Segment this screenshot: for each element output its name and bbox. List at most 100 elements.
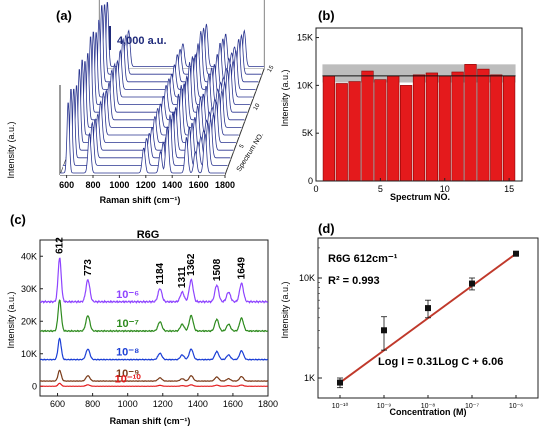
panel-b-xtick-5: 5 — [378, 184, 383, 194]
panel-c-axes: 600 800 1000 1200 1400 1600 1800 0 10K 20K 30K 40K — [21, 239, 278, 409]
panel-a-spectrum-fill-8 — [79, 53, 245, 122]
panel-b-ytick-0: 0 — [308, 176, 313, 186]
panel-c-ytick-40K: 40K — [21, 251, 37, 261]
panel-d-annotation-2: R² = 0.993 — [328, 275, 380, 287]
panel-b-xtick-10: 10 — [440, 184, 450, 194]
panel-a-spectrum-1 — [60, 102, 225, 174]
panel-b-bars — [322, 64, 516, 182]
panel-d-point-4 — [513, 250, 519, 257]
panel-a-ylabel: Intensity (a.u.) — [6, 121, 16, 178]
panel-b-bar-13 — [477, 68, 490, 182]
panel-a-ztick-10: 10 — [253, 102, 262, 111]
panel-c-series-label-4: 10⁻¹⁰ — [115, 373, 142, 385]
panel-d-point-1 — [381, 327, 387, 334]
panel-b-bar-7 — [400, 85, 413, 182]
panel-b-bar-11 — [451, 71, 464, 182]
panel-a-spectrum-fill-15 — [99, 2, 265, 69]
panel-c: (c) 600 800 1000 1200 1400 1600 1800 0 10K 20K 30K… — [6, 212, 278, 426]
panel-d-xtick-4: 10⁻⁶ — [509, 403, 523, 410]
panel-c-xlabel: Raman shift (cm⁻¹) — [110, 416, 191, 426]
panel-c-xtick-600: 600 — [50, 399, 65, 409]
panel-a-spectrum-fill-1 — [60, 103, 225, 175]
panel-d-xlabel: Concentration (M) — [390, 407, 467, 417]
scale-bar-label: 4,000 a.u. — [117, 35, 167, 47]
panel-d-point-2 — [425, 305, 431, 312]
panel-d-ytick-10K: 10K — [299, 273, 315, 283]
panel-c-peak-label-773: 773 — [83, 259, 94, 276]
panel-c-ytick-0: 0 — [32, 381, 37, 391]
panel-b-bar-4 — [361, 70, 374, 182]
panel-d-ytick-1K: 1K — [304, 373, 315, 383]
panel-c-xtick-800: 800 — [85, 399, 100, 409]
panel-c-spectrum-3 — [39, 369, 268, 382]
panel-b-bar-9 — [425, 72, 438, 182]
panel-c-series-label-0: 10⁻⁶ — [116, 289, 139, 301]
panel-b-ytick-5K: 5K — [302, 128, 313, 138]
panel-c-spectra — [39, 257, 269, 387]
panel-c-title: R6G — [137, 229, 160, 241]
panel-a-xtick-800: 800 — [85, 180, 100, 190]
panel-a-xtick-1400: 1400 — [162, 180, 182, 190]
panel-c-series-labels: 10⁻⁶ 10⁻⁷ 10⁻⁸ 10⁻⁹10⁻¹⁰ — [115, 289, 142, 386]
panel-c-peak-label-1649: 1649 — [237, 257, 248, 280]
panel-b-bar-3 — [348, 81, 361, 182]
panel-a-spectrum-fill-6 — [74, 60, 239, 137]
panel-a-xlabel: Raman shift (cm⁻¹) — [100, 195, 181, 205]
panel-b-xtick-0: 0 — [313, 184, 318, 194]
panel-b-ytick-10K: 10K — [297, 80, 313, 90]
panel-b-ytick-15K: 15K — [297, 33, 313, 43]
panel-c-spectrum-4 — [40, 382, 268, 387]
panel-c-series-label-3: 10⁻⁹ — [116, 368, 139, 380]
panel-b-xtick-15: 15 — [504, 184, 514, 194]
panel-c-peak-label-1311: 1311 — [177, 266, 188, 288]
panel-a-spectrum-fill-14 — [96, 4, 262, 77]
panel-d-equation: Log I = 0.31Log C + 6.06 — [378, 356, 503, 368]
panel-a: (a) 4,000 a.u. Intensity (a.u.) Raman sh… — [6, 0, 276, 205]
panel-c-peak-label-1508: 1508 — [212, 258, 223, 281]
panel-b-frame — [315, 27, 523, 182]
panel-b-bar-1 — [322, 75, 335, 182]
panel-c-xtick-1000: 1000 — [118, 399, 138, 409]
panel-c-peak-label-1362: 1362 — [186, 253, 197, 276]
panel-b-xlabel: Spectrum NO. — [390, 192, 450, 202]
panel-d-annotation-1: R6G 612cm⁻¹ — [328, 253, 398, 265]
panel-c-xtick-1800: 1800 — [258, 399, 278, 409]
panel-b-axes: 0 5 10 15 0 5K 10K 15K — [297, 27, 523, 194]
panel-a-xtick-600: 600 — [59, 180, 74, 190]
panel-a-ztick-5: 5 — [239, 143, 246, 150]
panel-c-label: (c) — [10, 212, 26, 227]
panel-b-label: (b) — [318, 8, 335, 23]
panel-b-bar-5 — [374, 79, 387, 182]
panel-b-bar-2 — [335, 83, 348, 182]
panel-a-xticks: 600 800 1000 1200 1400 1600 1800 — [59, 175, 235, 190]
panel-a-xtick-1200: 1200 — [136, 180, 156, 190]
panel-a-spectrum-fill-9 — [82, 37, 248, 115]
panel-c-ylabel: Intensity (a.u.) — [6, 291, 16, 348]
panel-d-point-0 — [337, 379, 343, 386]
panel-a-spectrum-fill-2 — [62, 89, 228, 168]
panel-c-series-label-1: 10⁻⁷ — [116, 318, 139, 330]
panel-a-spectra — [60, 2, 265, 175]
panel-a-ztick-15: 15 — [267, 64, 276, 73]
panel-c-spectrum-2 — [39, 337, 268, 361]
panel-c-frame — [39, 239, 269, 397]
panel-c-xtick-1200: 1200 — [153, 399, 173, 409]
panel-d-points — [337, 250, 519, 389]
panel-a-label: (a) — [56, 8, 72, 23]
panel-a-spectrum-fill-7 — [76, 61, 242, 130]
panel-d-axes: 10⁻¹⁰ 10⁻⁹ 10⁻⁸ 10⁻⁷ 10⁻⁶ 1K 10K — [299, 237, 539, 410]
panel-c-xtick-1600: 1600 — [223, 399, 243, 409]
panel-d-ylabel: Intensity (a.u.) — [280, 281, 290, 338]
panel-c-ytick-20K: 20K — [21, 316, 37, 326]
panel-b-ylabel: Intensity (a.u.) — [280, 69, 290, 126]
panel-b-bar-14 — [490, 74, 503, 182]
panel-b-bar-10 — [438, 75, 451, 182]
panel-d-point-3 — [469, 280, 475, 287]
panel-a-zlabel: Spectrum NO. — [236, 132, 265, 173]
panel-c-spectrum-0 — [39, 257, 269, 304]
panel-c-ytick-10K: 10K — [21, 349, 37, 359]
panel-a-spectrum-fill-4 — [68, 85, 234, 153]
panel-c-xtick-1400: 1400 — [188, 399, 208, 409]
panel-a-spectrum-fill-12 — [90, 20, 256, 92]
